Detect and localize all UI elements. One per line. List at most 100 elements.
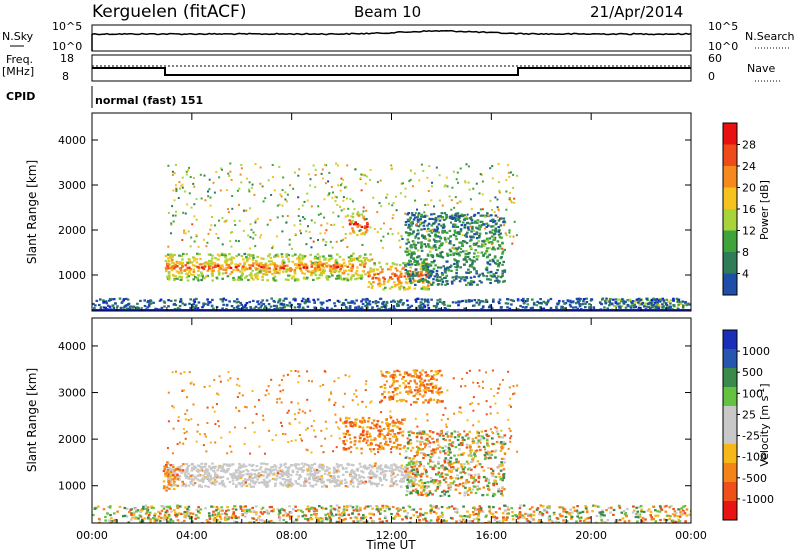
power-cell — [471, 221, 474, 224]
velocity-cell — [424, 472, 428, 476]
power-cell — [223, 220, 226, 223]
velocity-cell — [200, 485, 203, 488]
velocity-cell — [245, 484, 249, 487]
power-cell — [294, 266, 298, 270]
power-cell — [331, 246, 334, 249]
power-cell — [423, 262, 426, 265]
power-cell — [455, 260, 459, 263]
velocity-cell — [206, 520, 210, 523]
power-cell — [228, 174, 231, 177]
power-cell — [201, 306, 204, 309]
power-cell — [280, 302, 283, 305]
power-cell — [436, 235, 439, 238]
velocity-cell — [436, 447, 439, 450]
power-cell — [414, 268, 418, 271]
power-cell — [314, 262, 317, 265]
velocity-panel-bg — [92, 318, 691, 523]
power-cell — [339, 276, 342, 279]
velocity-cell — [487, 466, 490, 470]
power-cell — [638, 303, 641, 306]
velocity-cell — [332, 479, 336, 482]
velocity-cell — [321, 485, 324, 488]
power-cell — [427, 243, 430, 246]
velocity-cell — [271, 473, 275, 476]
velocity-cell — [234, 469, 238, 472]
velocity-cell — [429, 465, 432, 468]
power-cell — [172, 267, 176, 270]
velocity-cell — [429, 397, 432, 400]
power-cell — [416, 218, 420, 221]
power-cell — [433, 205, 435, 208]
power-cell — [284, 198, 287, 201]
power-cell — [210, 269, 214, 272]
velocity-cell — [416, 390, 420, 393]
power-cell — [427, 190, 430, 192]
velocity-cell — [382, 437, 386, 441]
power-cell — [373, 263, 376, 266]
power-cell — [465, 250, 468, 253]
power-cell — [311, 269, 315, 272]
power-cell — [439, 215, 442, 218]
velocity-cell — [403, 445, 406, 448]
power-cell — [351, 267, 354, 270]
power-cell — [211, 272, 214, 275]
velocity-cell — [226, 470, 229, 473]
velocity-cell — [300, 467, 303, 470]
power-cell — [166, 263, 170, 266]
power-cell — [184, 190, 187, 193]
velocity-cell — [434, 370, 438, 373]
power-cell — [513, 220, 516, 223]
power-cell — [416, 263, 419, 266]
velocity-cell — [262, 462, 265, 465]
power-cell — [402, 302, 405, 305]
velocity-cell — [266, 473, 270, 476]
velocity-cell — [395, 393, 399, 396]
power-cell — [146, 301, 150, 304]
velocity-cell — [295, 467, 298, 470]
power-cell — [444, 238, 447, 241]
velocity-cell — [500, 478, 503, 481]
power-cell — [310, 263, 314, 266]
velocity-cell — [298, 473, 302, 477]
power-cell — [462, 250, 465, 253]
power-cell — [455, 253, 459, 256]
velocity-cell — [310, 463, 314, 467]
power-cell — [422, 224, 426, 227]
velocity-cell — [359, 433, 363, 436]
power-cell — [470, 259, 473, 262]
power-cell — [672, 299, 675, 302]
power-cell — [400, 272, 403, 275]
velocity-cell — [363, 467, 367, 470]
velocity-cell — [424, 444, 428, 447]
power-cell — [471, 227, 474, 230]
velocity-cell — [498, 463, 501, 467]
power-cell — [423, 304, 426, 307]
velocity-cell — [491, 437, 494, 440]
power-cell — [427, 274, 431, 277]
power-cell — [320, 271, 324, 274]
velocity-cell — [396, 380, 399, 383]
power-cell — [334, 195, 337, 198]
power-cell — [549, 297, 553, 301]
power-cell — [624, 306, 628, 309]
power-cell — [436, 302, 439, 305]
power-cell — [209, 265, 212, 268]
velocity-cell — [258, 481, 261, 484]
velocity-cell — [407, 461, 411, 464]
power-cell — [490, 214, 493, 217]
velocity-cell — [405, 473, 408, 476]
velocity-cell — [381, 393, 384, 396]
velocity-cell — [178, 475, 182, 478]
power-cell — [174, 299, 177, 302]
power-cell — [491, 225, 495, 228]
power-cell — [319, 262, 322, 265]
velocity-cell — [499, 469, 503, 472]
velocity-cell — [172, 471, 176, 474]
velocity-cell — [408, 470, 411, 474]
power-cell — [633, 303, 636, 306]
velocity-cell — [380, 445, 384, 448]
power-cell — [467, 228, 471, 231]
power-cell — [451, 301, 455, 304]
velocity-cell — [369, 435, 372, 438]
power-cell — [220, 253, 224, 256]
